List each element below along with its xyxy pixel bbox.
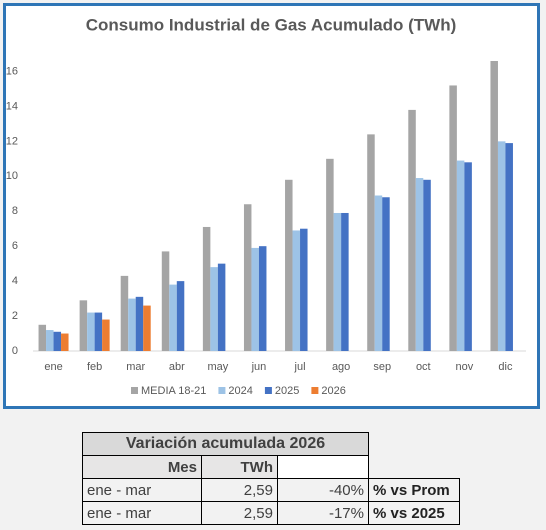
cell: -17%: [277, 501, 369, 525]
cell: ene - mar: [82, 478, 202, 502]
y-tick-label: 8: [12, 205, 18, 217]
bar: [300, 228, 308, 351]
x-tick-label: dic: [498, 361, 513, 373]
x-tick-label: jun: [251, 361, 267, 373]
y-tick-label: 4: [12, 275, 18, 287]
bar: [449, 85, 457, 352]
bar: [341, 212, 349, 351]
bar: [367, 134, 375, 351]
bar: [79, 300, 88, 351]
blank: [277, 455, 369, 479]
y-tick-label: 10: [6, 170, 18, 182]
bar: [217, 263, 226, 351]
x-tick-label: may: [207, 361, 228, 373]
bar: [94, 312, 103, 351]
bar: [292, 230, 301, 351]
bar: [258, 246, 267, 351]
bar: [38, 324, 47, 351]
legend-swatch: [131, 387, 138, 394]
y-tick-label: 14: [6, 100, 18, 112]
bar: [202, 226, 211, 351]
blank: [368, 455, 459, 479]
bar: [382, 197, 390, 351]
legend-swatch: [311, 387, 319, 394]
y-tick-label: 0: [12, 345, 18, 357]
bar: [135, 296, 144, 351]
bar: [169, 284, 177, 351]
bar: [128, 298, 136, 351]
bar: [408, 109, 416, 351]
bar: [176, 281, 185, 351]
bar: [415, 178, 424, 351]
x-tick-label: abr: [169, 361, 185, 373]
blank: [368, 432, 459, 456]
cell: -40%: [277, 478, 369, 502]
legend-swatch: [264, 387, 272, 394]
bar: [210, 267, 218, 351]
cell: ene - mar: [82, 501, 202, 525]
bar: [120, 275, 129, 351]
x-tick-label: ago: [332, 361, 350, 373]
table-title: Variación acumulada 2026: [82, 432, 369, 456]
chart-frame: Consumo Industrial de Gas Acumulado (TWh…: [3, 3, 540, 409]
bar: [423, 179, 431, 351]
bar: [374, 195, 383, 351]
bar: [251, 247, 259, 351]
bar: [87, 312, 95, 351]
cell: % vs Prom: [368, 478, 460, 502]
bar: [53, 331, 62, 351]
cell: 2,59: [201, 478, 278, 502]
legend-label: MEDIA 18-21: [141, 385, 206, 397]
legend-swatch: [218, 387, 226, 394]
bar: [161, 251, 170, 351]
legend-label: 2025: [275, 385, 299, 397]
y-tick-label: 6: [12, 240, 18, 252]
cell: % vs 2025: [368, 501, 460, 525]
x-tick-label: mar: [126, 361, 145, 373]
bar: [102, 319, 110, 351]
y-tick-label: 2: [12, 310, 18, 322]
x-tick-label: ene: [44, 361, 62, 373]
bar: [143, 305, 151, 351]
x-tick-label: nov: [456, 361, 474, 373]
bar: [326, 158, 334, 351]
header-cell: Mes: [82, 455, 202, 479]
header-cell: TWh: [201, 455, 278, 479]
bar: [464, 162, 472, 351]
bar: [456, 160, 465, 351]
x-tick-label: oct: [416, 361, 431, 373]
bar: [497, 141, 506, 351]
y-tick-label: 16: [6, 65, 18, 77]
chart: Consumo Industrial de Gas Acumulado (TWh…: [6, 15, 526, 397]
bar: [243, 204, 252, 351]
chart-title: Consumo Industrial de Gas Acumulado (TWh…: [86, 15, 457, 34]
bar: [61, 333, 69, 351]
bar: [505, 143, 513, 351]
y-tick-label: 12: [6, 135, 18, 147]
legend-label: 2024: [228, 385, 252, 397]
bar: [285, 179, 293, 351]
x-tick-label: sep: [373, 361, 391, 373]
x-tick-label: feb: [87, 361, 102, 373]
x-tick-label: jul: [294, 361, 306, 373]
summary-table: Variación acumulada 2026 Mes TWh ene - ma…: [82, 432, 460, 525]
bar: [490, 60, 498, 352]
legend-label: 2026: [321, 385, 345, 397]
bar: [333, 212, 342, 351]
bar: [46, 330, 54, 351]
cell: 2,59: [201, 501, 278, 525]
